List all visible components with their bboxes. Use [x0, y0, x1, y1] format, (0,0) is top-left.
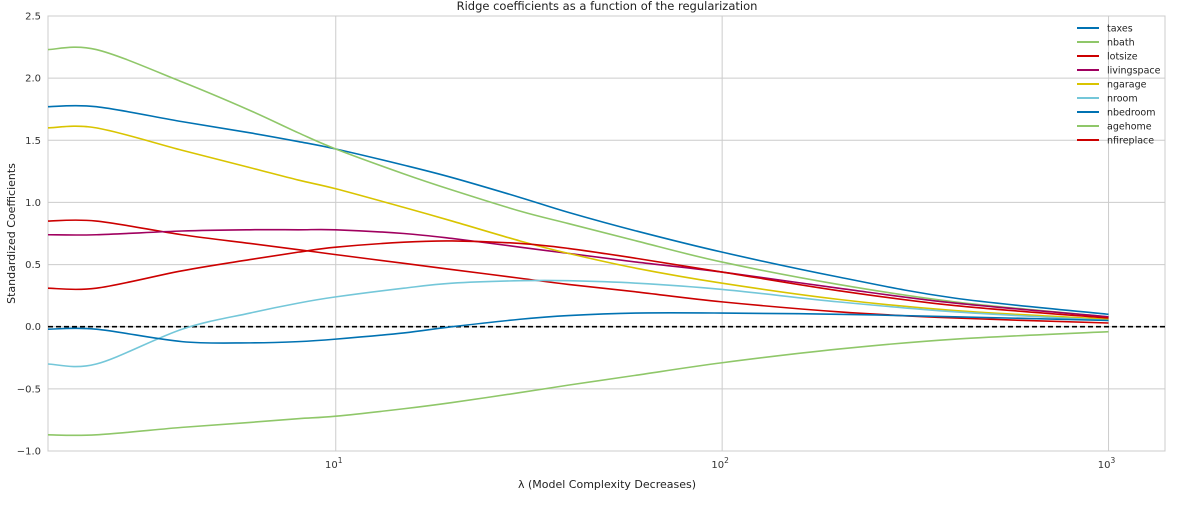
legend: taxes nbath lotsize livingspace ngarage nroom…: [1077, 24, 1161, 147]
y-tick-label: 1.0: [25, 198, 41, 209]
y-axis-ticks: −1.0 −0.5 0.0 0.5 1.0 1.5 2.0 2.5: [17, 12, 41, 458]
legend-label-nbedroom: nbedroom: [1107, 108, 1156, 119]
series-lines: [47, 46, 1109, 437]
series-line-nbath: [47, 46, 1109, 318]
y-tick-label: 1.5: [25, 136, 41, 147]
series-line-livingspace: [47, 228, 1109, 318]
series-line-nfireplace: [47, 240, 1109, 319]
series-line-agehome: [47, 330, 1109, 437]
series-line-ngarage: [47, 125, 1109, 321]
y-tick-label: 0.0: [25, 322, 41, 333]
legend-label-livingspace: livingspace: [1107, 66, 1161, 77]
y-tick-label: −0.5: [17, 384, 41, 395]
grid-lines: [48, 15, 1165, 452]
legend-label-lotsize: lotsize: [1107, 52, 1138, 63]
x-tick-label: 101: [325, 456, 343, 471]
y-axis-label: Standardized Coefficients: [5, 163, 18, 304]
series-line-taxes: [47, 104, 1109, 316]
x-axis-label: λ (Model Complexity Decreases): [518, 478, 696, 491]
series-line-nroom: [47, 279, 1109, 368]
legend-label-taxes: taxes: [1107, 24, 1133, 35]
chart-title: Ridge coefficients as a function of the …: [457, 0, 758, 13]
y-tick-label: −1.0: [17, 447, 41, 458]
legend-label-nbath: nbath: [1107, 38, 1135, 49]
y-tick-label: 2.5: [25, 12, 41, 23]
series-line-nbedroom: [47, 312, 1109, 344]
legend-label-agehome: agehome: [1107, 122, 1152, 133]
series-line-lotsize: [47, 219, 1109, 324]
legend-label-ngarage: ngarage: [1107, 80, 1147, 91]
legend-label-nfireplace: nfireplace: [1107, 136, 1154, 147]
x-tick-label: 102: [711, 456, 729, 471]
legend-label-nroom: nroom: [1107, 94, 1138, 105]
x-axis-ticks: 101 102 103: [325, 456, 1116, 471]
y-tick-label: 2.0: [25, 74, 41, 85]
y-tick-label: 0.5: [25, 260, 41, 271]
x-tick-label: 103: [1098, 456, 1116, 471]
